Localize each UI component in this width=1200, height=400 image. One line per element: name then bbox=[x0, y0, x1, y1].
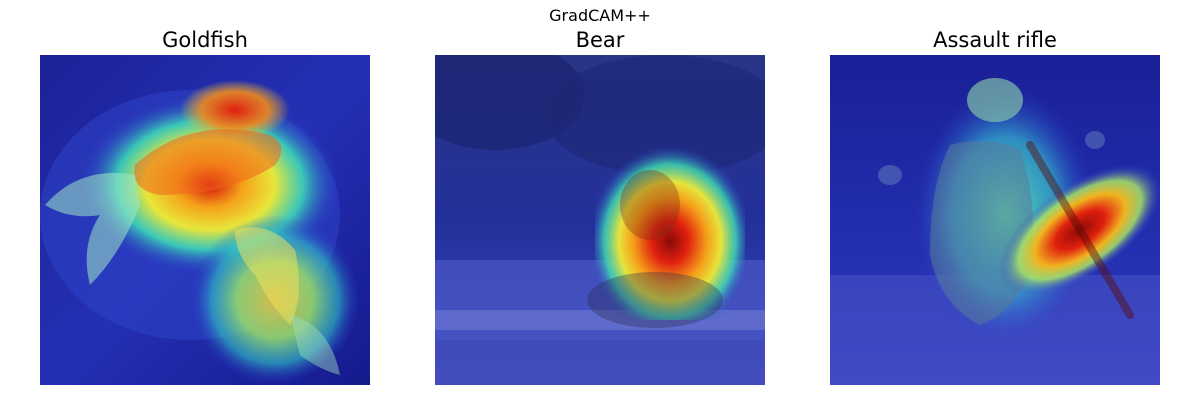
goldfish-heatmap-image bbox=[40, 55, 370, 385]
panel-goldfish: Goldfish bbox=[40, 26, 370, 386]
panel-assault-rifle: Assault rifle bbox=[830, 26, 1160, 386]
panel-title-bear: Bear bbox=[575, 28, 625, 52]
bear-heatmap-image bbox=[435, 55, 765, 385]
panel-title-goldfish: Goldfish bbox=[162, 28, 248, 52]
soldier-rifle-heatmap-image bbox=[830, 55, 1160, 385]
figure-title: GradCAM++ bbox=[549, 6, 651, 25]
panel-title-assault-rifle: Assault rifle bbox=[933, 28, 1057, 52]
panel-bear: Bear bbox=[435, 26, 765, 386]
